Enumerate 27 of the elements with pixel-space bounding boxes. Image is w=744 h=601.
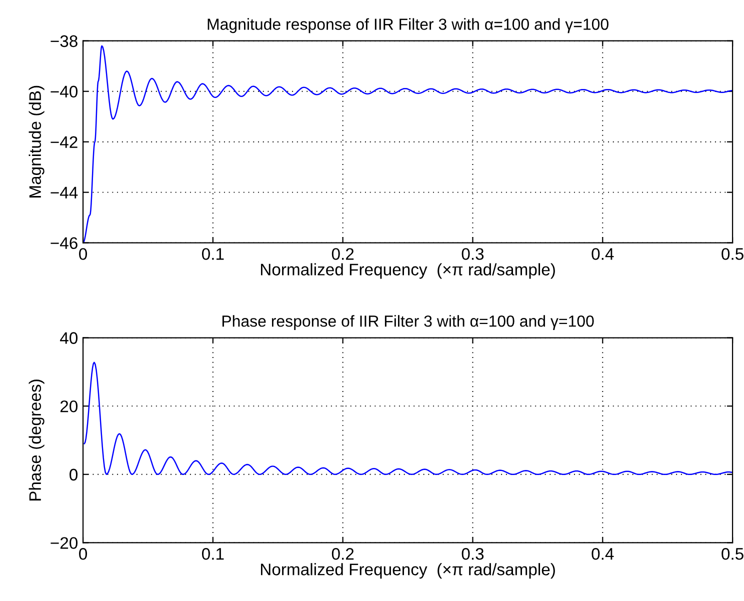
x-tick-label: 0.3 [462,248,484,260]
x-tick-label: 0.1 [202,248,224,260]
x-tick-label: 0.3 [462,548,484,560]
x-tick-label: 0.5 [722,248,744,260]
y-tick-label: −42 [50,136,78,148]
y-tick-label: 0 [70,468,78,481]
y-tick-label: −44 [50,186,78,198]
y-tick-label: −40 [50,86,78,98]
x-tick-label: 0.2 [332,548,354,560]
chart-title: Phase response of IIR Filter 3 with α=100 and γ=100 [222,315,594,330]
y-tick-label: −46 [50,237,78,250]
y-tick-label: 20 [60,400,78,412]
x-tick-label: 0.1 [202,548,224,560]
y-tick-label: −20 [50,537,78,549]
y-axis-title: Phase (degrees) [28,380,44,500]
y-tick-label: 40 [60,332,78,344]
x-tick-label: 0 [79,248,88,260]
x-tick-label: 0 [79,548,88,560]
x-axis-title: Normalized Frequency (×π rad/sample) [260,563,555,579]
x-axis-title: Normalized Frequency (×π rad/sample) [260,263,555,279]
chart-title: Magnitude response of IIR Filter 3 with α=100 and γ=100 [208,18,608,34]
x-tick-label: 0.2 [332,248,354,260]
y-axis-title: Magnitude (dB) [28,86,44,198]
x-tick-label: 0.4 [592,548,614,560]
y-tick-label: −38 [50,35,78,48]
x-tick-label: 0.4 [592,248,614,260]
x-tick-label: 0.5 [722,548,744,560]
